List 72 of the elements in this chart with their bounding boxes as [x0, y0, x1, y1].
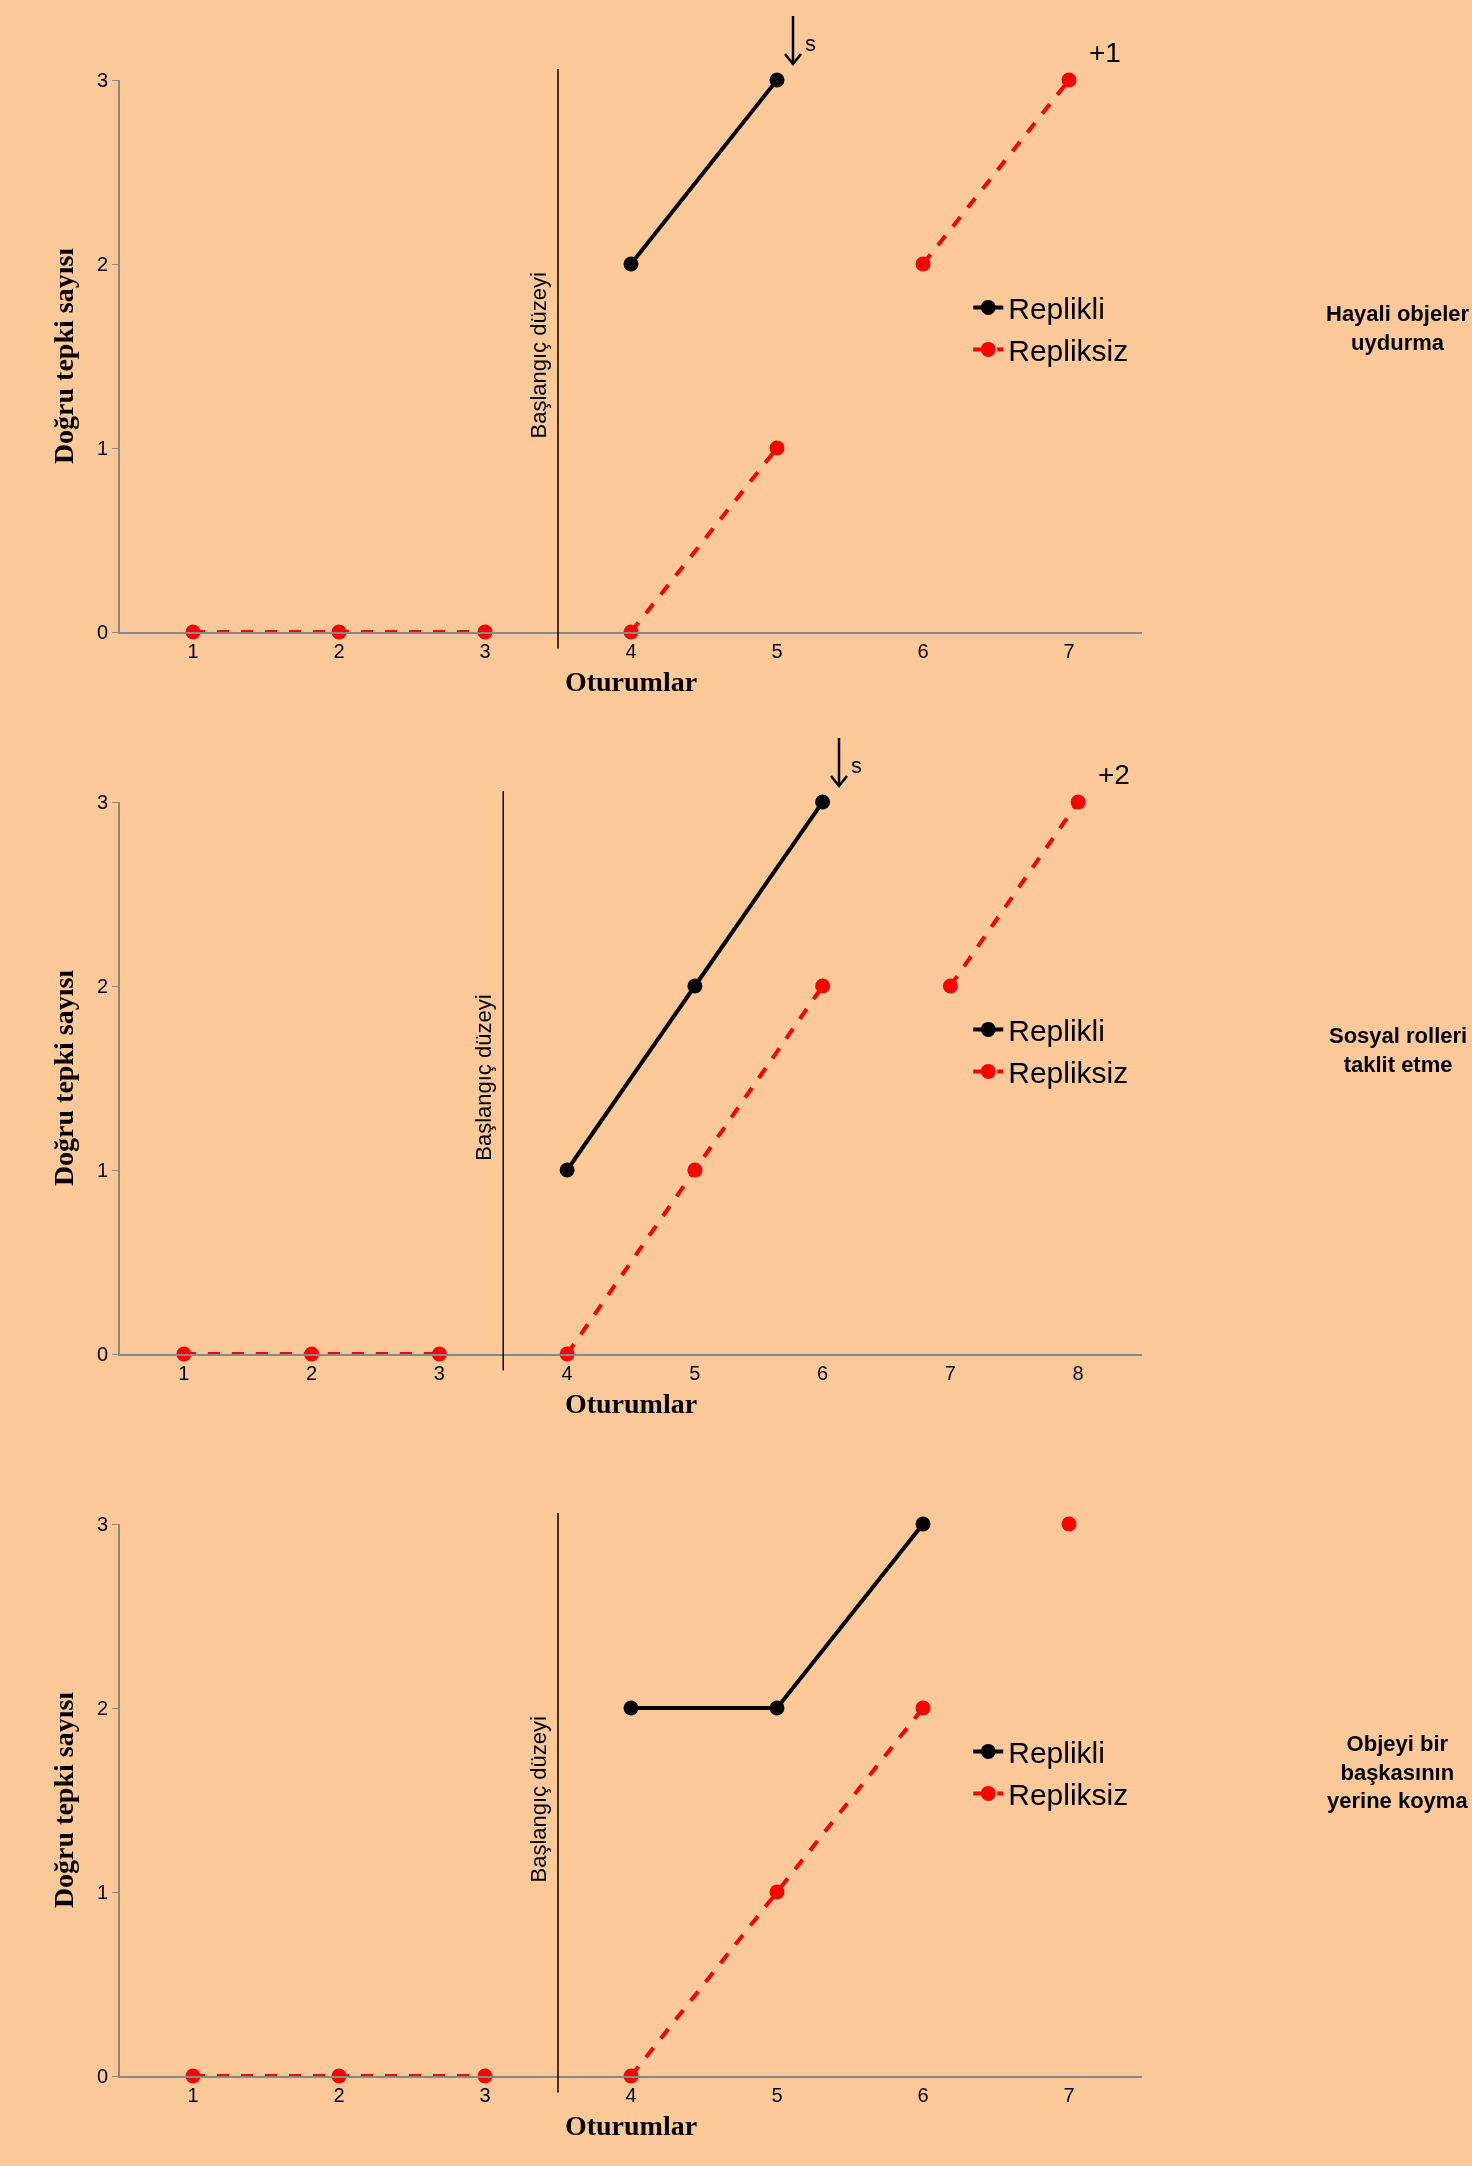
x-tick-label: 2	[306, 1362, 318, 1384]
legend-label: Repliksiz	[1008, 334, 1129, 368]
y-tick-label: 1	[96, 1881, 108, 1903]
annotation: s	[851, 753, 862, 778]
point	[1061, 1516, 1077, 1532]
x-tick-label: 3	[433, 1362, 445, 1384]
y-tick-label: 3	[96, 69, 108, 91]
annotation: +1	[1089, 37, 1121, 68]
y-tick-label: 0	[96, 2065, 108, 2087]
annotation: +2	[1098, 759, 1130, 790]
x-tick-label: 7	[1063, 640, 1075, 662]
x-axis-title: Oturumlar	[564, 1387, 698, 1419]
x-tick-label: 6	[917, 640, 929, 662]
x-axis-title: Oturumlar	[564, 665, 698, 697]
x-tick-label: 7	[944, 1362, 956, 1384]
y-tick-label: 3	[96, 1513, 108, 1535]
x-tick-label: 6	[917, 2084, 929, 2106]
point	[915, 256, 931, 272]
legend-label: Repliksiz	[1008, 1056, 1129, 1090]
legend-label: Replikli	[1008, 1014, 1105, 1048]
x-tick-label: 4	[625, 640, 637, 662]
point	[915, 1700, 931, 1716]
point	[623, 1700, 639, 1716]
ref-line-label: Başlangıç düzeyi	[525, 1716, 551, 1883]
text: Sosyal rolleri taklit etme	[1329, 1023, 1468, 1077]
y-axis-title: Doğru tepki sayısı	[48, 247, 80, 465]
point	[687, 1162, 703, 1178]
annotation: s	[805, 31, 816, 56]
x-tick-label: 8	[1072, 1362, 1084, 1384]
legend-label: Repliksiz	[1008, 1778, 1129, 1812]
x-tick-label: 3	[479, 2084, 491, 2106]
ref-line-label: Başlangıç düzeyi	[525, 272, 551, 439]
x-tick-label: 1	[187, 2084, 199, 2106]
point	[815, 794, 831, 810]
point	[769, 1700, 785, 1716]
y-axis-title: Doğru tepki sayısı	[48, 1691, 80, 1909]
point	[915, 1516, 931, 1532]
y-tick-label: 2	[96, 253, 108, 275]
x-tick-label: 3	[479, 640, 491, 662]
ref-line-label: Başlangıç düzeyi	[470, 994, 496, 1161]
x-tick-label: 5	[771, 2084, 783, 2106]
point	[815, 978, 831, 994]
legend-label: Replikli	[1008, 1736, 1105, 1770]
x-tick-label: 2	[333, 640, 345, 662]
x-tick-label: 4	[561, 1362, 573, 1384]
x-tick-label: 7	[1063, 2084, 1075, 2106]
x-tick-label: 2	[333, 2084, 345, 2106]
point	[1061, 72, 1077, 88]
x-axis-title: Oturumlar	[564, 2109, 698, 2141]
point	[769, 72, 785, 88]
x-tick-label: 4	[625, 2084, 637, 2106]
y-tick-label: 3	[96, 791, 108, 813]
point	[769, 1884, 785, 1900]
text: Objeyi bir başkasının yerine koyma	[1327, 1731, 1469, 1814]
x-tick-label: 1	[187, 640, 199, 662]
y-axis-title: Doğru tepki sayısı	[48, 969, 80, 1187]
x-tick-label: 5	[689, 1362, 701, 1384]
x-tick-label: 6	[817, 1362, 829, 1384]
point	[687, 978, 703, 994]
legend-label: Replikli	[1008, 292, 1105, 326]
text: Hayali objeler uydurma	[1326, 301, 1470, 355]
x-tick-label: 1	[178, 1362, 190, 1384]
y-tick-label: 0	[96, 1343, 108, 1365]
point	[623, 256, 639, 272]
point	[559, 1162, 575, 1178]
y-tick-label: 2	[96, 975, 108, 997]
y-tick-label: 0	[96, 621, 108, 643]
point	[769, 440, 785, 456]
x-tick-label: 5	[771, 640, 783, 662]
y-tick-label: 1	[96, 1159, 108, 1181]
y-tick-label: 1	[96, 437, 108, 459]
y-tick-label: 2	[96, 1697, 108, 1719]
